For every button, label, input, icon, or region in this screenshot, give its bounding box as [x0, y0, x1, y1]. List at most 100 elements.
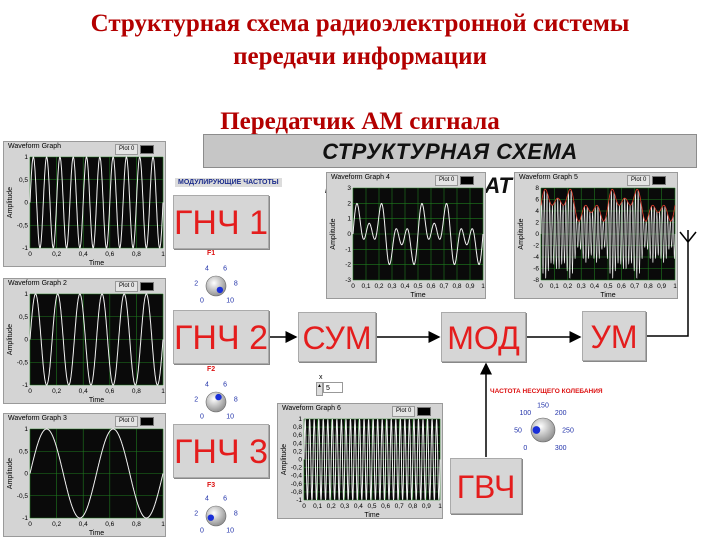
- numeric-control-label: x: [319, 374, 323, 381]
- knob-indicator: [533, 426, 541, 434]
- y-tick-label: -4: [533, 254, 539, 261]
- knob-tick-label: 10: [226, 414, 234, 421]
- diagram-banner: СТРУКТУРНАЯ СХЕМА РАДИОПЕРЕДАТЧИКА: [203, 134, 697, 168]
- x-tick-label: 0,7: [439, 283, 448, 290]
- y-tick-label: 0,8: [293, 424, 302, 431]
- y-tick-label: -0,5: [17, 359, 29, 366]
- x-tick-label: 0,2: [52, 251, 61, 258]
- y-tick-label: -2: [533, 243, 539, 250]
- knob-tick-label: 10: [226, 528, 234, 535]
- waveform-graph-6[interactable]: Waveform Graph 6 Plot 0 1 0,8 0,6 0,4 0,2 0 -0,2…: [277, 403, 443, 519]
- y-tick-label: -0,6: [291, 481, 303, 488]
- block-um[interactable]: УМ: [582, 311, 646, 361]
- x-tick-label: 0,8: [132, 388, 141, 395]
- y-tick-label: -0,5: [17, 493, 29, 500]
- x-tick-label: 0: [351, 283, 355, 290]
- x-tick-label: 0,4: [354, 503, 363, 510]
- x-tick-label: 1: [161, 388, 165, 395]
- carrier-frequency-label: ЧАСТОТА НЕСУЩЕГО КОЛЕБАНИЯ: [490, 388, 603, 395]
- page-subtitle: Передатчик АМ сигнала: [120, 107, 600, 137]
- y-axis-label: Amplitude: [7, 187, 14, 218]
- x-tick-label: 0,2: [374, 283, 383, 290]
- y-axis-label: Amplitude: [7, 458, 14, 489]
- x-tick-label: 0,9: [422, 503, 431, 510]
- y-tick-label: 0: [535, 231, 539, 238]
- knob-tick-label: 4: [205, 496, 209, 503]
- knob-body: [206, 276, 226, 296]
- knob-tick-label: 6: [223, 496, 227, 503]
- x-axis-label: Time: [410, 292, 425, 299]
- knob-tick-label: 6: [223, 266, 227, 273]
- numeric-value[interactable]: 5: [323, 382, 343, 393]
- y-tick-label: 1: [24, 291, 28, 298]
- waveform-graph-4[interactable]: Waveform Graph 4 Plot 0 3 2 1 0 -1 -2 -3 0 0,1 0,2 0…: [326, 172, 486, 299]
- x-axis-label: Time: [89, 260, 104, 267]
- x-tick-label: 0,4: [79, 388, 88, 395]
- block-sum[interactable]: СУМ: [298, 312, 376, 362]
- x-tick-label: 0,3: [387, 283, 396, 290]
- knob-carrier-frequency[interactable]: 0 50 100 150 200 250 300: [509, 396, 577, 460]
- knob-tick-label: 4: [205, 382, 209, 389]
- waveform-graph-2[interactable]: Waveform Graph 2 Plot 0 1 0,5 0 -0,5 -1 0 0,2 0,4…: [3, 278, 166, 404]
- y-tick-label: -0,8: [291, 489, 303, 496]
- x-tick-label: 0: [28, 388, 32, 395]
- numeric-control[interactable]: x ▲▼ 5: [316, 376, 346, 398]
- x-tick-label: 0,2: [563, 283, 572, 290]
- knob-tick-label: 150: [537, 403, 549, 410]
- x-tick-label: 0,9: [657, 283, 666, 290]
- knob-tick-label: 6: [223, 382, 227, 389]
- x-tick-label: 0,4: [590, 283, 599, 290]
- modulating-frequencies-label: МОДУЛИРУЮЩИЕ ЧАСТОТЫ: [175, 178, 282, 187]
- block-mod[interactable]: МОД: [441, 312, 526, 362]
- knob-tick-label: 200: [555, 410, 567, 417]
- knob-tick-label: 0: [200, 414, 204, 421]
- y-tick-label: -0,2: [291, 465, 303, 472]
- block-gnch3[interactable]: ГНЧ 3: [173, 424, 269, 478]
- y-tick-label: -0,4: [291, 473, 303, 480]
- y-tick-label: 0: [347, 231, 351, 238]
- x-tick-label: 0,5: [603, 283, 612, 290]
- waveform-graph-5[interactable]: Waveform Graph 5 Plot 0 8 6 4 2 0 -2 -4 -6 -8 0 0,1 0…: [514, 172, 678, 299]
- waveform-graph-3[interactable]: Waveform Graph 3 Plot 0 1 0,5 0 -0,5 -1 0 0,2 0,4…: [3, 413, 166, 537]
- waveform-graph-1[interactable]: Waveform Graph Plot 0 1 0,5 0 -0,5 -1 0 0,2 0,4 0,…: [3, 141, 166, 267]
- knob-tick-label: 0: [200, 298, 204, 305]
- antenna-icon: [680, 230, 696, 242]
- x-tick-label: 0,1: [550, 283, 559, 290]
- knob-f1[interactable]: 0 24 68 10: [186, 256, 246, 316]
- block-gnch2[interactable]: ГНЧ 2: [173, 310, 269, 364]
- x-tick-label: 0: [302, 503, 306, 510]
- knob-indicator: [217, 287, 223, 293]
- y-axis-label: Amplitude: [7, 324, 14, 355]
- y-tick-label: 6: [535, 197, 539, 204]
- block-gnch1[interactable]: ГНЧ 1: [173, 195, 269, 249]
- x-tick-label: 0,6: [105, 251, 114, 258]
- y-tick-label: 3: [347, 185, 351, 192]
- knob-tick-label: 300: [555, 445, 567, 452]
- y-tick-label: 0: [24, 200, 28, 207]
- y-tick-label: 0,2: [293, 448, 302, 455]
- y-axis-label: Amplitude: [330, 218, 337, 249]
- knob-body: [206, 392, 226, 412]
- x-axis-label: Time: [89, 397, 104, 404]
- x-tick-label: 0: [28, 251, 32, 258]
- block-gvch[interactable]: ГВЧ: [450, 458, 522, 514]
- x-tick-label: 0,9: [465, 283, 474, 290]
- knob-f2[interactable]: 0 24 68 10: [186, 372, 246, 432]
- x-tick-label: 0: [539, 283, 543, 290]
- knob-tick-label: 50: [514, 428, 522, 435]
- x-tick-label: 0,5: [413, 283, 422, 290]
- x-tick-label: 0,6: [105, 521, 114, 528]
- y-tick-label: 0: [298, 457, 302, 464]
- x-tick-label: 0,2: [327, 503, 336, 510]
- y-tick-label: 0,4: [293, 440, 302, 447]
- x-axis-label: Time: [600, 292, 615, 299]
- knob-f3[interactable]: 0 24 68 10: [186, 486, 246, 546]
- x-axis-label: Time: [89, 530, 104, 537]
- x-tick-label: 0,7: [630, 283, 639, 290]
- y-tick-label: 0,5: [19, 177, 28, 184]
- y-tick-label: 0: [24, 337, 28, 344]
- y-tick-label: 0,6: [293, 432, 302, 439]
- numeric-spin-icon[interactable]: ▲▼: [316, 382, 323, 396]
- y-tick-label: 1: [347, 216, 351, 223]
- y-tick-label: 1: [24, 426, 28, 433]
